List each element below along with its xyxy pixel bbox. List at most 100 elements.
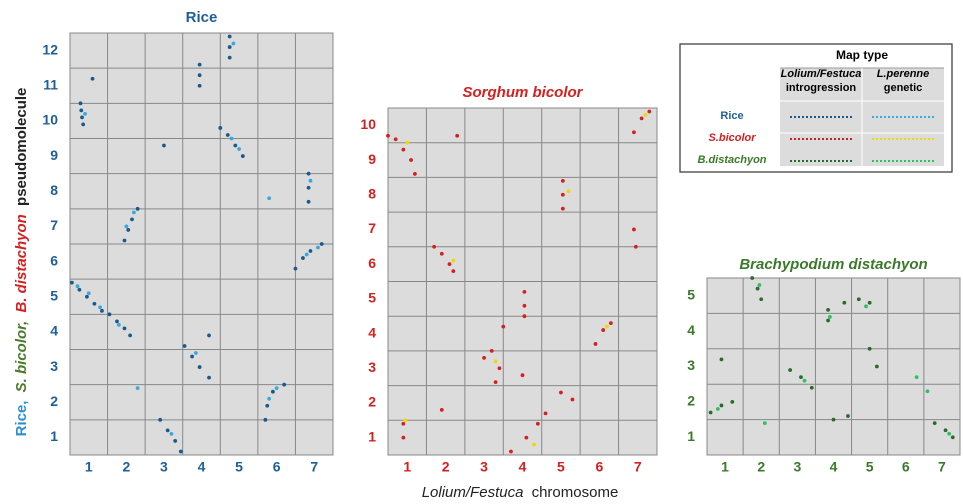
- dot: [207, 333, 211, 338]
- x-axis-title: Lolium/Festuca chromosome: [422, 484, 619, 501]
- dot: [439, 407, 444, 412]
- dot: [842, 300, 847, 305]
- y-tick-label: 6: [368, 255, 376, 271]
- chart-title: Rice: [186, 9, 218, 26]
- dot: [874, 364, 879, 369]
- dot: [708, 410, 713, 415]
- dot: [218, 126, 223, 130]
- dot: [197, 73, 202, 78]
- dot: [78, 101, 83, 106]
- dot: [489, 349, 494, 353]
- y-tick-label: 10: [42, 112, 58, 128]
- dot: [124, 224, 129, 229]
- legend-title: Map type: [836, 48, 888, 62]
- dot: [308, 249, 313, 253]
- y-tick-label: 7: [368, 220, 376, 236]
- dot: [566, 189, 571, 194]
- x-label-part: Lolium/Festuca: [422, 484, 524, 501]
- dot: [560, 206, 565, 211]
- dot: [173, 439, 178, 443]
- x-tick-label: 6: [273, 459, 281, 475]
- dot: [493, 380, 498, 385]
- dot: [107, 312, 112, 317]
- legend-column: Lolium/Festuca: [781, 68, 862, 80]
- dot: [451, 269, 456, 273]
- y-tick-label: 8: [50, 182, 58, 198]
- dot: [265, 403, 270, 408]
- dot: [207, 375, 211, 380]
- dot: [301, 256, 305, 260]
- dot: [647, 109, 652, 114]
- dot: [122, 238, 127, 243]
- dot: [193, 351, 198, 355]
- dot: [227, 55, 232, 60]
- dot: [827, 315, 832, 319]
- y-tick-label: 5: [368, 290, 376, 306]
- dot: [633, 244, 638, 249]
- dot: [867, 346, 872, 351]
- dot: [131, 210, 136, 215]
- dot: [943, 428, 948, 433]
- dot: [81, 122, 86, 127]
- dot: [308, 178, 313, 183]
- x-tick-label: 1: [721, 459, 729, 475]
- y-tick-label: 2: [687, 393, 695, 409]
- dot: [197, 365, 202, 369]
- x-tick-label: 1: [403, 459, 411, 475]
- dot: [608, 321, 613, 326]
- x-tick-label: 3: [793, 459, 801, 475]
- y-tick-label: 4: [687, 322, 695, 338]
- plot-area: [706, 277, 961, 456]
- dot: [524, 435, 529, 440]
- dot: [75, 284, 80, 289]
- dot: [432, 244, 437, 249]
- y-tick-label: 8: [368, 185, 376, 201]
- y-axis-title: Rice, S. bicolor, B. distachyon pseudomo…: [13, 88, 30, 437]
- chart-title: Brachypodium distachyon: [739, 256, 927, 273]
- dot: [267, 196, 272, 201]
- dot: [560, 178, 565, 183]
- dot: [405, 140, 410, 145]
- y-tick-label: 1: [687, 428, 695, 444]
- legend-column: L.perenne: [877, 68, 930, 80]
- dot: [788, 368, 793, 372]
- dot: [455, 133, 460, 138]
- dot: [116, 322, 121, 327]
- dot: [386, 133, 390, 138]
- dot: [509, 449, 513, 454]
- y-tick-label: 7: [50, 217, 58, 233]
- y-tick-label: 5: [687, 286, 695, 302]
- dot: [439, 251, 444, 256]
- dot: [197, 62, 202, 67]
- y-tick-label: 9: [368, 151, 376, 167]
- x-tick-label: 4: [830, 459, 838, 475]
- y-tick-label: 3: [50, 358, 58, 374]
- dot: [319, 242, 324, 246]
- y-tick-label: 4: [368, 324, 376, 340]
- dot: [864, 304, 868, 309]
- y-tick-label: 2: [368, 394, 376, 410]
- dot: [493, 359, 498, 364]
- x-tick-label: 5: [866, 459, 874, 475]
- x-tick-label: 4: [198, 459, 206, 475]
- dot: [178, 449, 183, 454]
- dot: [522, 303, 527, 308]
- dot: [126, 228, 131, 232]
- x-tick-label: 1: [85, 459, 93, 475]
- x-tick-label: 5: [557, 459, 565, 475]
- dot: [593, 342, 598, 346]
- dot: [240, 154, 245, 158]
- dot: [316, 245, 320, 250]
- dot: [601, 328, 606, 332]
- dot: [393, 137, 398, 142]
- dot: [914, 375, 919, 380]
- dot: [632, 227, 636, 232]
- dot: [730, 400, 735, 404]
- dot: [401, 435, 406, 440]
- dot: [802, 378, 807, 383]
- dot: [826, 307, 830, 312]
- dot: [501, 324, 506, 329]
- x-tick-label: 3: [160, 459, 168, 475]
- legend-column: introgression: [786, 82, 857, 94]
